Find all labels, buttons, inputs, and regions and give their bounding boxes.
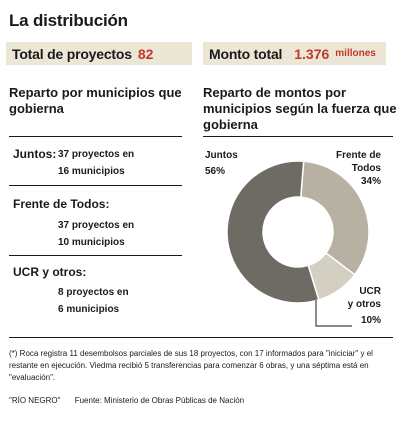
right-divider [203,136,393,137]
left-divider-3 [9,255,182,256]
total-amount-value: 1.376 [294,45,330,62]
total-amount-badge: Monto total 1.376 millones [203,42,386,65]
group-ucr-municipios: 6 municipios [58,304,120,315]
source-text: Fuente: Ministerio de Obras Públicas de … [74,396,245,405]
total-projects-value: 82 [137,45,154,62]
page-title: La distribución [9,11,128,30]
slice-label-frente: Frente de Todos 34% [336,149,381,188]
group-ucr-projects: 8 proyectos en [58,287,129,298]
group-frente-label: Frente de Todos: [13,197,110,211]
footnote: (*) Roca registra 11 desembolsos parcial… [9,349,373,382]
ucr-leader-line [315,300,352,327]
source-line: "RÍO NEGRO" Fuente: Ministerio de Obras … [9,396,256,405]
total-amount-label: Monto total [209,45,283,62]
total-projects-label: Total de proyectos [12,45,132,62]
slice-value-ucr: 10% [360,315,381,326]
left-section-heading: Reparto por municipios que gobierna [9,85,182,116]
slice-name-frente-1: Frente de [335,150,381,161]
slice-value-juntos: 56% [205,166,226,177]
right-section-heading: Reparto de montos por municipios según l… [203,85,397,132]
source-outlet: "RÍO NEGRO" [9,396,61,405]
group-ucr-label: UCR y otros: [13,265,87,279]
slice-name-juntos: Juntos [205,150,238,161]
slice-label-juntos: Juntos 56% [205,149,238,178]
left-divider-1 [9,136,182,137]
slice-value-frente: 34% [360,176,381,187]
slice-name-ucr-2: y otros [347,299,381,310]
donut-slice-frente-de-todos [299,160,370,276]
group-frente-projects: 37 proyectos en [58,220,135,231]
group-juntos-projects: 37 proyectos en [58,149,135,160]
left-divider-2 [9,185,182,186]
donut-slices [226,160,370,304]
slice-name-frente-2: Todos [351,163,381,174]
total-projects-badge: Total de proyectos 82 [6,42,192,65]
group-frente-municipios: 10 municipios [58,237,125,248]
group-juntos-municipios: 16 municipios [58,166,125,177]
group-juntos-label: Juntos: [13,147,57,161]
total-amount-unit: millones [335,48,376,59]
slice-label-ucr: UCR y otros 10% [348,285,381,327]
slice-name-ucr-1: UCR [359,286,381,297]
footer-divider [9,337,393,338]
donut-slice-juntos [226,160,320,304]
